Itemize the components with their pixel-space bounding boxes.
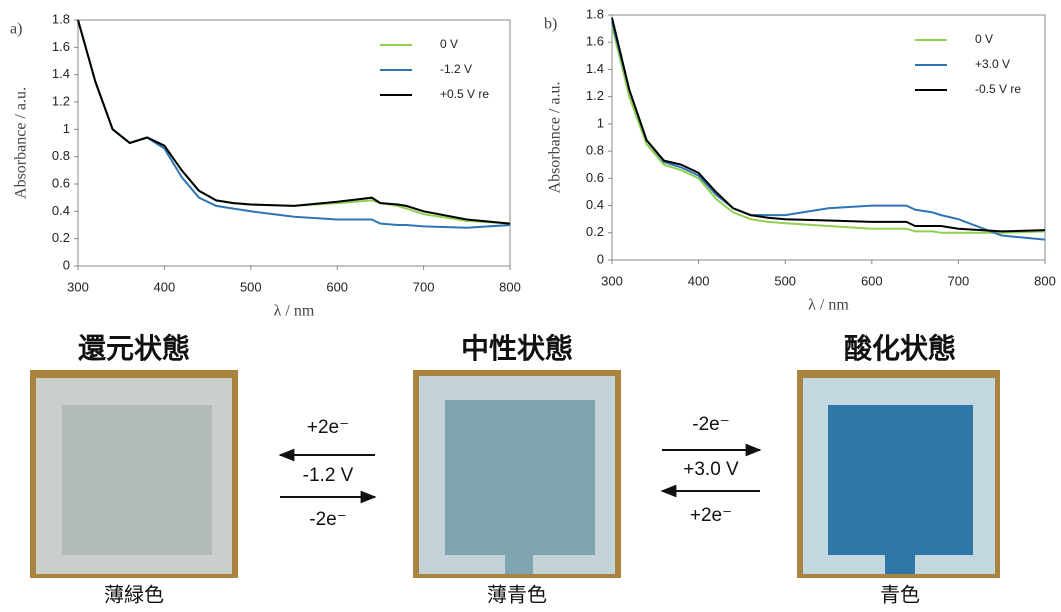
- state-title: 中性状態: [461, 332, 573, 365]
- y-axis-label: Absorbance / a.u.: [13, 87, 30, 199]
- x-tick-label: 400: [688, 273, 710, 288]
- y-tick-label: 0.4: [586, 197, 604, 212]
- x-tick-label: 600: [861, 273, 883, 288]
- panel-label: b): [544, 16, 557, 33]
- x-tick-label: 500: [774, 273, 796, 288]
- x-tick-label: 700: [948, 273, 970, 288]
- y-tick-label: 1.4: [52, 66, 70, 81]
- y-tick-label: 1.8: [52, 11, 70, 26]
- x-axis-label: λ / nm: [808, 297, 849, 314]
- y-tick-label: 0: [597, 251, 604, 266]
- y-tick-label: 1: [597, 115, 604, 130]
- y-axis-label: Absorbance / a.u.: [547, 82, 564, 194]
- photo: [413, 370, 621, 578]
- legend-label: +0.5 V re: [440, 87, 489, 101]
- reaction-label: -2e⁻: [692, 414, 730, 435]
- state-title: 酸化状態: [844, 332, 956, 365]
- x-tick-label: 800: [499, 279, 521, 294]
- legend-label: -1.2 V: [440, 62, 472, 76]
- photo: [30, 370, 238, 578]
- x-tick-label: 400: [154, 279, 176, 294]
- y-tick-label: 0.6: [52, 175, 70, 190]
- legend-label: 0 V: [440, 37, 458, 51]
- y-tick-label: 0.6: [586, 170, 604, 185]
- y-tick-label: 1.8: [586, 6, 604, 21]
- y-tick-label: 1.2: [586, 88, 604, 103]
- panel-label: a): [10, 21, 22, 38]
- reaction-label: +3.0 V: [683, 459, 739, 480]
- y-tick-label: 0.8: [586, 143, 604, 158]
- color-caption: 薄青色: [487, 583, 547, 607]
- y-tick-label: 0.4: [52, 203, 70, 218]
- line-series: [612, 18, 1045, 232]
- y-tick-label: 1.6: [52, 39, 70, 54]
- legend-label: 0 V: [975, 32, 993, 46]
- reaction-label: -2e⁻: [309, 509, 347, 530]
- line-series: [612, 22, 1045, 240]
- photo: [797, 370, 1000, 578]
- plot-frame: [78, 20, 510, 266]
- y-tick-label: 1.6: [586, 34, 604, 49]
- x-tick-label: 700: [413, 279, 435, 294]
- x-axis-label: λ / nm: [274, 303, 315, 320]
- plot-frame: [612, 15, 1045, 260]
- x-tick-label: 300: [601, 273, 623, 288]
- x-tick-label: 800: [1034, 273, 1056, 288]
- x-tick-label: 500: [240, 279, 262, 294]
- state-title: 還元状態: [78, 332, 190, 365]
- figure: 還元状態 中性状態 酸化状態 薄緑色 薄青色 青色 +2e⁻ -1.2 V -2…: [0, 0, 1061, 608]
- y-tick-label: 1.2: [52, 93, 70, 108]
- y-tick-label: 0.2: [586, 224, 604, 239]
- color-caption: 青色: [880, 583, 920, 607]
- reaction-label: +2e⁻: [307, 417, 349, 438]
- y-tick-label: 1: [63, 121, 70, 136]
- legend-label: -0.5 V re: [975, 82, 1021, 96]
- y-tick-label: 0.8: [52, 148, 70, 163]
- y-tick-label: 0.2: [52, 230, 70, 245]
- reaction-label: -1.2 V: [303, 465, 354, 486]
- y-tick-label: 1.4: [586, 61, 604, 76]
- x-tick-label: 300: [67, 279, 89, 294]
- legend-label: +3.0 V: [975, 57, 1010, 71]
- color-caption: 薄緑色: [104, 583, 164, 607]
- y-tick-label: 0: [63, 257, 70, 272]
- reaction-label: +2e⁻: [690, 505, 732, 526]
- x-tick-label: 600: [326, 279, 348, 294]
